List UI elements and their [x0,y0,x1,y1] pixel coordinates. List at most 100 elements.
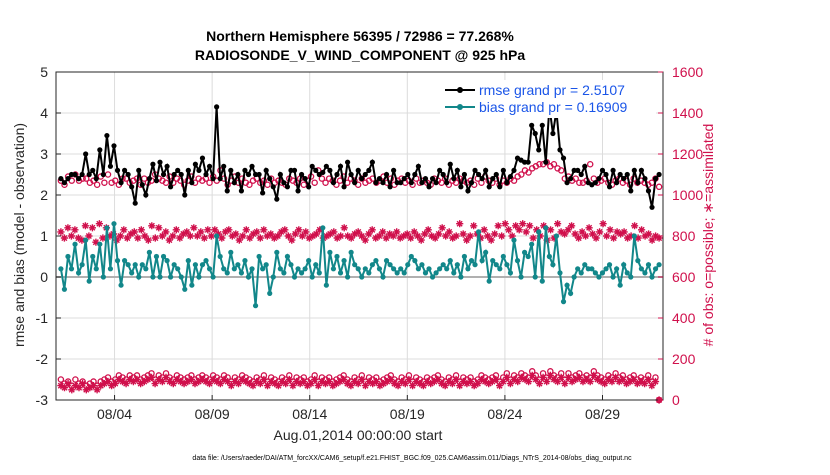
assimilated-point [176,234,184,242]
assimilated-point [652,232,660,240]
assimilated-low-point [147,373,156,382]
rmse-point [224,188,230,194]
bias-point [178,274,184,280]
rmse-point [182,192,188,198]
assimilated-low-point [318,377,326,386]
rmse-point [568,176,574,182]
assimilated-point [599,220,607,228]
assimilated-point [494,222,502,230]
x-tick-label: 08/24 [487,406,522,422]
assimilated-low-point [144,375,152,384]
rmse-point [121,167,128,173]
rmse-point [440,171,446,178]
assimilated-low-point [75,384,83,392]
possible-point [112,177,119,184]
assimilated-low-point [467,377,475,386]
assimilated-low-point [593,375,602,384]
bias-point [281,270,287,276]
rmse-point [652,176,659,182]
possible-point [162,179,170,186]
assimilated-low-point [140,377,148,386]
rmse-point [171,171,177,178]
assimilated-low-point [350,377,359,386]
bias-point [398,266,404,272]
assimilated-low-point [231,377,239,386]
rmse-point [606,184,613,190]
assimilated-low-point [274,382,282,390]
rmse-point [341,184,347,190]
assimilated-low-point [463,380,471,388]
bias-point [320,225,326,231]
assimilated-low-point [173,375,181,384]
assimilated-point [144,236,152,244]
bias-point [465,266,471,272]
possible-low-point [441,378,449,385]
rmse-point [472,167,478,173]
assimilated-point [424,226,432,234]
assimilated-low-point [459,377,467,386]
rmse-point [323,163,329,169]
rmse-point [575,167,581,173]
assimilated-point [410,228,418,236]
assimilated-point [645,230,653,238]
rmse-point [203,171,209,178]
bias-point [433,270,439,276]
rmse-point [150,161,156,167]
assimilated-point [246,234,254,242]
possible-low-point [652,374,659,381]
bias-point [288,262,294,268]
assimilated-point [592,234,600,242]
assimilated-low-point [456,382,464,390]
rmse-point [635,180,641,186]
y-tick-label-left: -1 [36,310,49,326]
bias-point [603,266,609,272]
assimilated-point [179,230,187,238]
possible-low-point [492,372,500,379]
possible-low-point [151,376,159,383]
bias-point [500,253,506,260]
y-tick-label-left: 4 [40,105,48,121]
bias-point [238,270,245,276]
assimilated-point [204,226,212,234]
y-tick-label-left: 1 [40,228,48,244]
assimilated-low-point [481,377,489,386]
assimilated-low-point [532,375,540,384]
assimilated-low-point [158,377,166,386]
assimilated-low-point [267,377,275,386]
bias-point [231,266,237,272]
bias-point [118,282,124,288]
bias-point [518,274,524,280]
possible-low-point [612,370,619,377]
legend-rmse-label: rmse grand pr = 2.5107 [479,82,625,98]
possible-low-point [170,376,177,383]
possible-low-point [387,372,395,379]
bias-point [210,274,216,280]
assimilated-low-point [651,377,660,386]
assimilated-low-point [118,377,127,386]
possible-point [576,179,583,186]
bias-point [592,270,598,276]
rmse-point [493,171,499,178]
assimilated-point [281,226,289,234]
bias-point [553,233,560,239]
assimilated-low-point [122,380,130,388]
rmse-point [543,159,549,165]
assimilated-point [452,232,460,240]
bias-point [192,262,198,268]
possible-low-point [133,372,141,379]
possible-low-point [347,378,355,385]
assimilated-point [368,226,376,234]
rmse-point [164,163,170,169]
assimilated-point [242,226,250,234]
assimilated-low-point [93,386,101,394]
rmse-point [415,163,421,169]
rmse-point [86,171,92,178]
assimilated-low-point [557,373,565,382]
bias-point [649,274,655,280]
assimilated-low-point [104,377,112,386]
possible-low-point [514,374,521,381]
assimilated-low-point [394,382,402,390]
y-tick-label-right: 1600 [672,64,703,80]
assimilated-point [106,232,114,240]
assimilated-point [627,232,635,240]
